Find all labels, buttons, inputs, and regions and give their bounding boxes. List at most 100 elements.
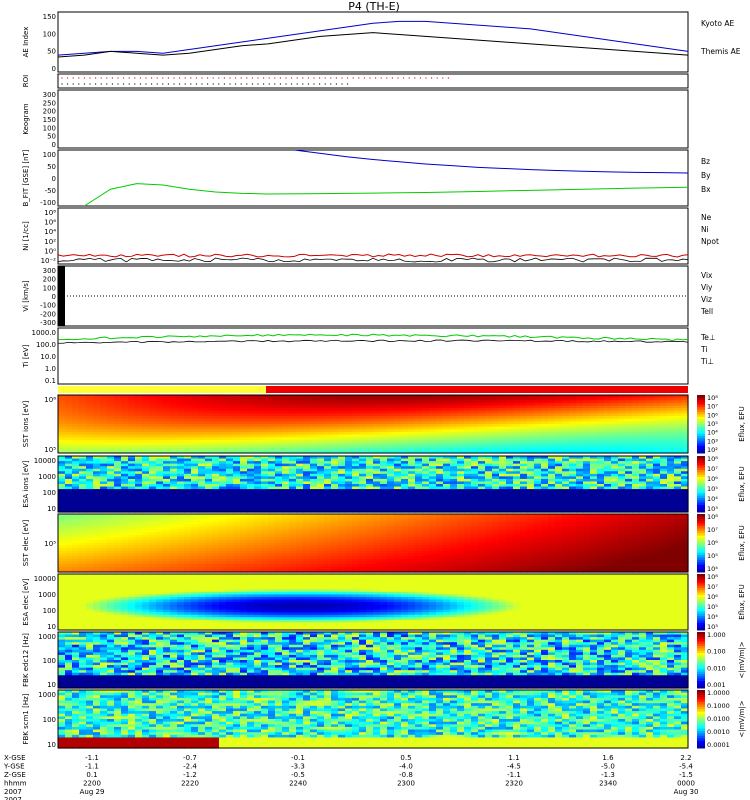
roi-dot — [95, 83, 97, 85]
spec-cell — [653, 445, 661, 449]
spec-cell — [198, 527, 206, 531]
spec-cell — [107, 514, 115, 518]
spec-cell — [401, 478, 409, 483]
spec-cell — [170, 516, 178, 520]
spec-cell — [618, 463, 626, 467]
spec-cell — [142, 473, 150, 477]
frame-keogram — [57, 89, 689, 149]
spec-cell — [289, 445, 297, 449]
spec-cell — [443, 501, 451, 505]
ytick-label: 10⁻² — [41, 257, 57, 265]
spec-cell — [79, 529, 87, 534]
spec-cell — [128, 504, 136, 508]
spec-cell — [401, 504, 409, 508]
spec-cell — [681, 509, 689, 513]
spec-cell — [604, 468, 612, 472]
spec-cell — [247, 468, 255, 472]
spec-cell — [268, 447, 276, 451]
spec-cell — [170, 429, 178, 433]
spec-cell — [457, 481, 465, 485]
spec-cell — [72, 521, 80, 526]
spec-cell — [79, 561, 87, 565]
spec-cell — [674, 442, 682, 446]
spec-cell — [247, 478, 255, 483]
spec-cell — [478, 463, 486, 467]
spec-cell — [58, 543, 66, 547]
spec-cell — [128, 463, 136, 467]
spec-cell — [639, 442, 647, 446]
spec-cell — [331, 489, 339, 493]
spec-cell — [149, 456, 157, 460]
spec-cell — [296, 509, 304, 513]
roi-dot — [145, 77, 147, 79]
spec-cell — [471, 499, 479, 503]
spec-cell — [548, 489, 556, 493]
spec-cell — [597, 458, 605, 462]
spec-cell — [625, 478, 633, 483]
spec-cell — [373, 445, 381, 449]
spec-cell — [401, 395, 409, 399]
spec-cell — [149, 418, 157, 422]
spec-cell — [93, 532, 101, 536]
spec-cell — [275, 397, 283, 401]
spec-cell — [114, 527, 122, 531]
spec-cell — [261, 468, 269, 472]
spec-cell — [212, 400, 220, 404]
spec-cell — [660, 506, 668, 511]
spec-cell — [562, 397, 570, 401]
spec-cell — [401, 471, 409, 475]
ytick-label: 10000 — [34, 457, 56, 465]
spec-cell — [660, 434, 668, 438]
roi-dot — [319, 77, 321, 79]
spec-cell — [107, 481, 115, 485]
spec-cell — [464, 484, 472, 488]
spec-cell — [373, 408, 381, 412]
spec-cell — [268, 450, 276, 454]
spec-cell — [233, 499, 241, 503]
spec-cell — [212, 395, 220, 399]
spec-cell — [681, 421, 689, 425]
spec-cell — [93, 550, 101, 555]
colorbar-cell — [697, 448, 705, 452]
spec-cell — [499, 481, 507, 485]
spec-cell — [114, 569, 122, 573]
spec-cell — [184, 471, 192, 475]
spec-cell — [359, 496, 367, 500]
spec-cell — [415, 402, 423, 407]
spec-cell — [373, 471, 381, 475]
spec-cell — [401, 445, 409, 449]
spec-cell — [653, 501, 661, 505]
spec-cell — [233, 468, 241, 472]
spec-cell — [170, 395, 178, 399]
spec-cell — [331, 416, 339, 420]
spec-cell — [450, 491, 458, 495]
spec-cell — [191, 521, 199, 526]
spec-cell — [198, 442, 206, 446]
spec-cell — [107, 496, 115, 500]
spec-cell — [100, 494, 108, 498]
spec-cell — [576, 499, 584, 503]
spec-cell — [387, 506, 395, 511]
colorbar-tick: 10³ — [707, 437, 718, 445]
spec-cell — [163, 471, 171, 475]
spec-cell — [520, 473, 528, 477]
spec-cell — [450, 434, 458, 438]
spec-cell — [429, 408, 437, 412]
spec-cell — [310, 478, 318, 483]
spec-cell — [492, 397, 500, 401]
spec-cell — [527, 476, 535, 480]
spec-cell — [380, 439, 388, 444]
spec-cell — [436, 450, 444, 454]
spec-cell — [100, 442, 108, 446]
spec-cell — [212, 484, 220, 488]
spec-cell — [156, 514, 164, 518]
spec-cell — [527, 468, 535, 472]
spec-cell — [618, 456, 626, 460]
spec-cell — [121, 395, 129, 399]
spec-cell — [569, 431, 577, 436]
spec-cell — [604, 463, 612, 467]
spec-cell — [471, 429, 479, 433]
spec-cell — [100, 424, 108, 428]
spec-cell — [226, 509, 234, 513]
spec-cell — [114, 429, 122, 433]
